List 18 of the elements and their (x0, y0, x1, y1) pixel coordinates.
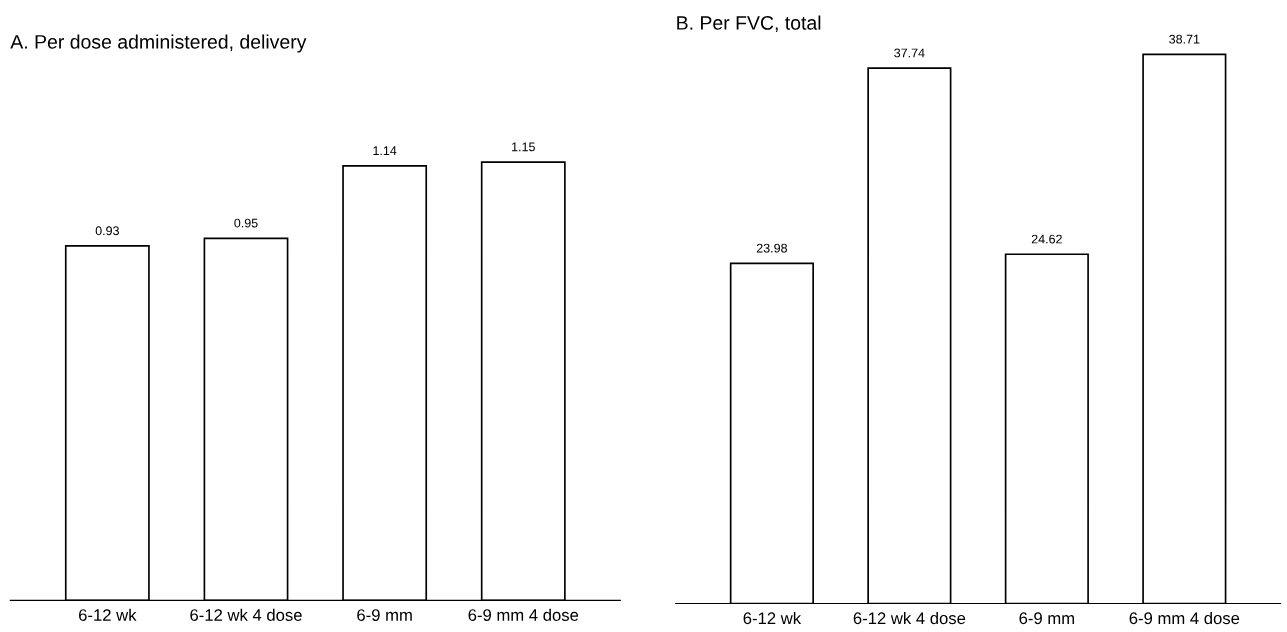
data-label: 38.71 (1169, 34, 1200, 44)
x-tick-label: 6-9 mm (1019, 612, 1074, 625)
data-label: 37.74 (894, 48, 925, 58)
chart-title: A. Per dose administered, delivery (10, 34, 307, 53)
x-tick-label: 6-9 mm 4 dose (468, 608, 579, 621)
x-tick-label: 6-12 wk (79, 608, 137, 621)
x-tick-label: 6-9 mm (357, 609, 412, 621)
data-label: 23.98 (756, 243, 788, 253)
x-tick-label: 6-12 wk (743, 611, 802, 625)
data-label: 1.14 (373, 146, 397, 155)
data-label: 1.15 (512, 142, 535, 152)
data-label: 0.95 (234, 218, 258, 228)
x-tick-label: 6-12 wk 4 dose (853, 611, 966, 625)
data-label: 24.62 (1031, 234, 1062, 244)
data-label: 0.93 (95, 226, 119, 236)
x-tick-label: 6-9 mm 4 dose (1129, 611, 1240, 625)
x-tick-label: 6-12 wk 4 dose (190, 608, 302, 621)
chart-title: B. Per FVC, total (677, 15, 821, 33)
